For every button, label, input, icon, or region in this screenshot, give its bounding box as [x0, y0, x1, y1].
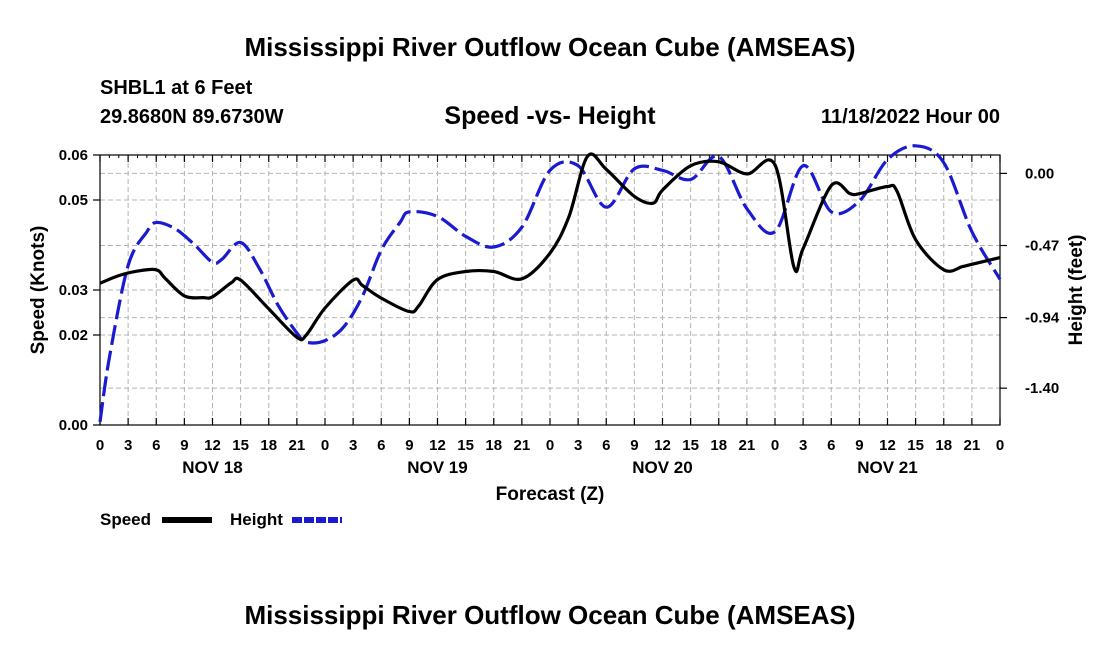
x-tick-label: 6 [377, 437, 385, 454]
y-tick-label: 0.02 [59, 327, 88, 344]
day-label: NOV 21 [857, 458, 917, 477]
axes: 0 3 6 9 12 15 18 21 0 3 6 9 12 15 18 21 0 3 6 9 12 15 18 21 0 3 6 9… [59, 147, 1060, 477]
y-tick-label: 0.00 [59, 417, 88, 434]
y2-tick-label: -1.40 [1025, 380, 1059, 397]
x-tick-label: 0 [546, 437, 554, 454]
legend-height-label: Height [230, 510, 283, 529]
x-tick-label: 15 [907, 437, 924, 454]
day-label: NOV 18 [182, 458, 242, 477]
x-tick-label: 12 [879, 437, 896, 454]
x-tick-label: 18 [935, 437, 952, 454]
x-tick-label: 15 [232, 437, 249, 454]
x-tick-label: 18 [710, 437, 727, 454]
x-tick-label: 6 [152, 437, 160, 454]
x-tick-label: 9 [405, 437, 413, 454]
y-tick-label: 0.05 [59, 192, 88, 209]
x-tick-label: 21 [514, 437, 531, 454]
x-tick-label: 6 [602, 437, 610, 454]
height-series-line [98, 144, 1002, 423]
x-tick-label: 3 [799, 437, 807, 454]
x-tick-label: 21 [739, 437, 756, 454]
main-title: Mississippi River Outflow Ocean Cube (AM… [244, 32, 856, 62]
x-tick-label: 9 [630, 437, 638, 454]
x-tick-label: 0 [321, 437, 329, 454]
x-tick-label: 0 [771, 437, 779, 454]
x-tick-label: 21 [964, 437, 981, 454]
y-tick-label: 0.06 [59, 147, 88, 164]
x-tick-label: 9 [855, 437, 863, 454]
x-tick-label: 12 [204, 437, 221, 454]
y-tick-label: 0.03 [59, 282, 88, 299]
y2-axis-label: Height (feet) [1066, 235, 1087, 346]
day-label: NOV 20 [632, 458, 692, 477]
x-tick-label: 0 [96, 437, 104, 454]
x-tick-label: 18 [485, 437, 502, 454]
y2-tick-label: -0.47 [1025, 238, 1059, 255]
speed-series-line [99, 152, 1001, 342]
chart-title: Speed -vs- Height [444, 102, 656, 130]
x-tick-label: 3 [124, 437, 132, 454]
day-label: NOV 19 [407, 458, 467, 477]
y2-tick-label: 0.00 [1025, 165, 1054, 182]
forecast-run-label: 11/18/2022 Hour 00 [820, 106, 1000, 128]
x-tick-label: 6 [827, 437, 835, 454]
x-tick-label: 21 [289, 437, 306, 454]
station-label: SHBL1 at 6 Feet [100, 77, 253, 99]
x-tick-label: 15 [457, 437, 474, 454]
legend: Speed Height [100, 510, 342, 529]
x-axis-label: Forecast (Z) [496, 484, 605, 505]
y-axis-label: Speed (Knots) [28, 226, 49, 355]
x-tick-label: 12 [654, 437, 671, 454]
y2-tick-label: -0.94 [1025, 310, 1060, 327]
series [98, 144, 1002, 423]
grid [100, 155, 1000, 425]
x-tick-label: 12 [429, 437, 446, 454]
x-tick-label: 18 [260, 437, 277, 454]
legend-speed-label: Speed [100, 510, 151, 529]
x-tick-label: 3 [349, 437, 357, 454]
x-tick-label: 9 [180, 437, 188, 454]
x-tick-label: 0 [996, 437, 1004, 454]
station-coords: 29.8680N 89.6730W [100, 106, 284, 128]
second-title: Mississippi River Outflow Ocean Cube (AM… [244, 600, 856, 630]
x-tick-label: 15 [682, 437, 699, 454]
x-tick-label: 3 [574, 437, 582, 454]
